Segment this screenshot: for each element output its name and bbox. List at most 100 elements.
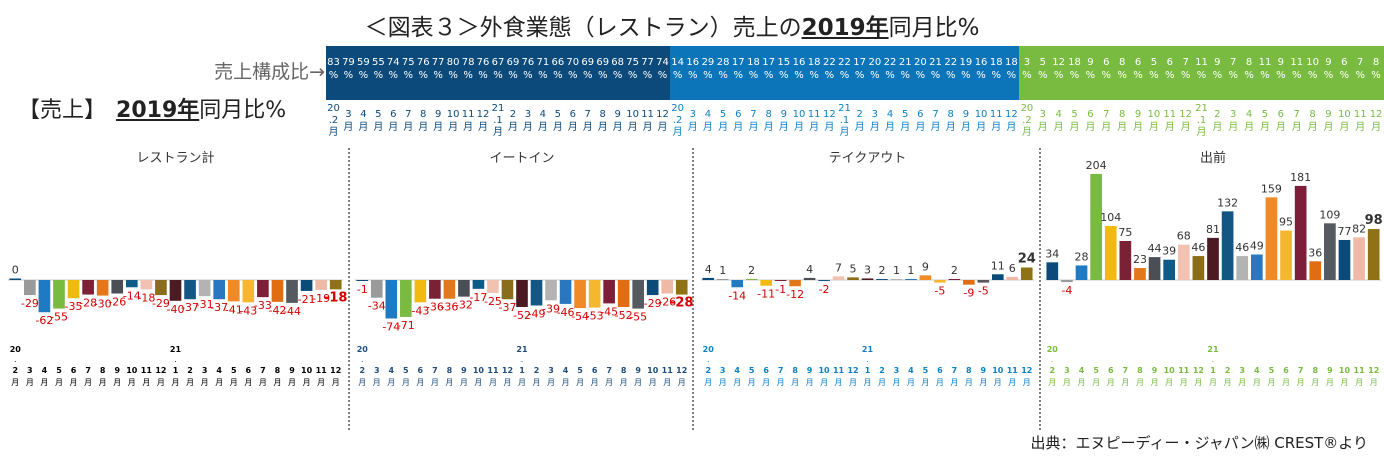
share-value: 3: [1024, 57, 1030, 68]
bar: [861, 278, 874, 280]
axis-month-label: 8: [1137, 366, 1143, 375]
bar: [905, 279, 917, 280]
title-suffix: 同月比%: [888, 15, 980, 41]
month-header-month: 7: [1294, 109, 1300, 120]
axis-month-label: 7: [1298, 366, 1304, 375]
bar: [1192, 256, 1205, 280]
axis-month-label: 4: [563, 366, 569, 375]
share-value: 59: [357, 57, 370, 68]
axis-month-label: 3: [894, 366, 900, 375]
month-header-suffix: 月: [1181, 121, 1191, 133]
bar-value-label: 204: [1086, 159, 1107, 172]
axis-month-label: 9: [1152, 366, 1158, 375]
axis-month-suffix: 月: [547, 378, 555, 387]
axis-month-label: 3: [374, 366, 380, 375]
share-value: 76: [477, 57, 490, 68]
axis-month-suffix: 月: [215, 378, 223, 387]
share-value: 16: [975, 57, 988, 68]
axis-month-suffix: 月: [1209, 378, 1217, 387]
bar: [818, 280, 830, 282]
axis-month-label: 1: [173, 366, 179, 375]
bar-value-label: 49: [1250, 240, 1264, 253]
bar: [789, 280, 801, 287]
bar-value-label: 46: [1235, 241, 1249, 254]
axis-month-suffix: 月: [172, 378, 180, 387]
share-percent: %: [885, 70, 895, 81]
share-percent: %: [1054, 70, 1064, 81]
month-header-suffix: 月: [1197, 126, 1207, 138]
bar: [530, 280, 543, 306]
axis-month-suffix: 月: [907, 378, 915, 387]
axis-month-suffix: 月: [1023, 378, 1031, 387]
axis-month-suffix: 月: [230, 378, 238, 387]
month-header-suffix: 月: [764, 121, 774, 133]
share-value: 7: [1230, 57, 1236, 68]
axis-month-suffix: 月: [1282, 378, 1290, 387]
axis-month-suffix: 月: [1194, 378, 1202, 387]
bar: [385, 280, 398, 319]
axis-month-suffix: 月: [820, 378, 828, 387]
share-value: 9: [1214, 57, 1220, 68]
share-value: 71: [537, 57, 550, 68]
axis-month-suffix: 月: [11, 378, 19, 387]
bar-value-label: -43: [411, 304, 429, 317]
month-header-month: 10: [793, 109, 806, 120]
title-bold: 2019年: [801, 15, 889, 41]
bar-value-label: -18: [137, 291, 155, 304]
axis-month-label: 3: [548, 366, 554, 375]
bar: [400, 280, 412, 317]
share-percent: %: [1244, 70, 1254, 81]
bar-value-label: -55: [629, 311, 647, 324]
bar-value-label: -45: [600, 305, 618, 318]
month-header-suffix: 月: [1355, 121, 1365, 133]
axis-month-label: 11: [1354, 366, 1366, 375]
bar: [745, 278, 758, 280]
bar: [184, 280, 196, 300]
bar: [487, 280, 499, 293]
share-percent: %: [1228, 70, 1238, 81]
share-percent: %: [433, 70, 443, 81]
share-percent: %: [1022, 70, 1032, 81]
month-header-month: 3: [525, 109, 531, 120]
axis-month-label: 11: [833, 366, 845, 375]
month-header-suffix: 月: [976, 121, 986, 133]
axis-month-suffix: 月: [1078, 378, 1086, 387]
share-percent: %: [703, 70, 713, 81]
share-value: 77: [432, 57, 445, 68]
axis-month-suffix: 月: [99, 378, 107, 387]
axis-dot: .: [707, 355, 710, 364]
bar-value-label: -55: [50, 311, 68, 324]
axis-month-label: 5: [1093, 366, 1099, 375]
month-header-month: 7: [932, 109, 938, 120]
axis-month-suffix: 月: [186, 378, 194, 387]
axis-month-label: 3: [27, 366, 33, 375]
month-header-suffix: 月: [1212, 121, 1222, 133]
bar-value-label: -54: [571, 310, 589, 323]
share-value: 74: [387, 57, 400, 68]
axis-month-suffix: 月: [562, 378, 570, 387]
axis-month-label: 2: [1225, 366, 1231, 375]
bar-value-label: 23: [1133, 253, 1147, 266]
share-value: 28: [717, 57, 730, 68]
axis-month-suffix: 月: [835, 378, 843, 387]
month-header-suffix: 月: [418, 121, 428, 133]
axis-month-suffix: 月: [936, 378, 944, 387]
axis-month-label: 2: [359, 366, 365, 375]
axis-month-label: 1: [519, 366, 525, 375]
axis-month-suffix: 月: [26, 378, 34, 387]
month-header-suffix: 月: [1133, 121, 1143, 133]
bar-value-label: -33: [254, 299, 272, 312]
bar-value-label: -26: [658, 296, 676, 309]
month-header-month: 5: [1071, 109, 1077, 120]
month-header-month: .2: [1022, 115, 1032, 126]
share-value: 70: [566, 57, 579, 68]
share-percent: %: [1308, 70, 1318, 81]
bar: [832, 276, 845, 280]
bar: [617, 280, 630, 308]
axis-month-label: 12: [330, 366, 341, 375]
bar-value-label: -29: [21, 297, 39, 310]
share-value: 78: [462, 57, 475, 68]
share-value: 21: [899, 57, 912, 68]
bar: [429, 280, 441, 299]
month-header-suffix: 月: [583, 121, 593, 133]
